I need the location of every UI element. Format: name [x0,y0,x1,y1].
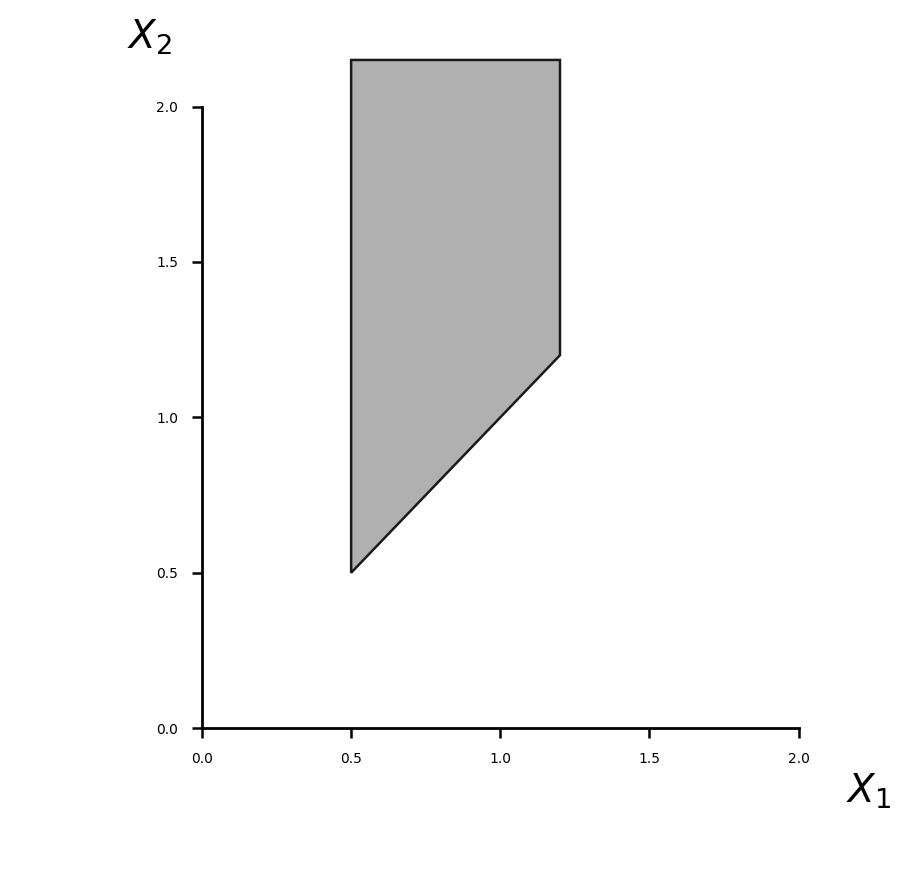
Text: $X_1$: $X_1$ [846,772,891,811]
Polygon shape [351,60,560,573]
Text: $X_2$: $X_2$ [128,18,173,57]
